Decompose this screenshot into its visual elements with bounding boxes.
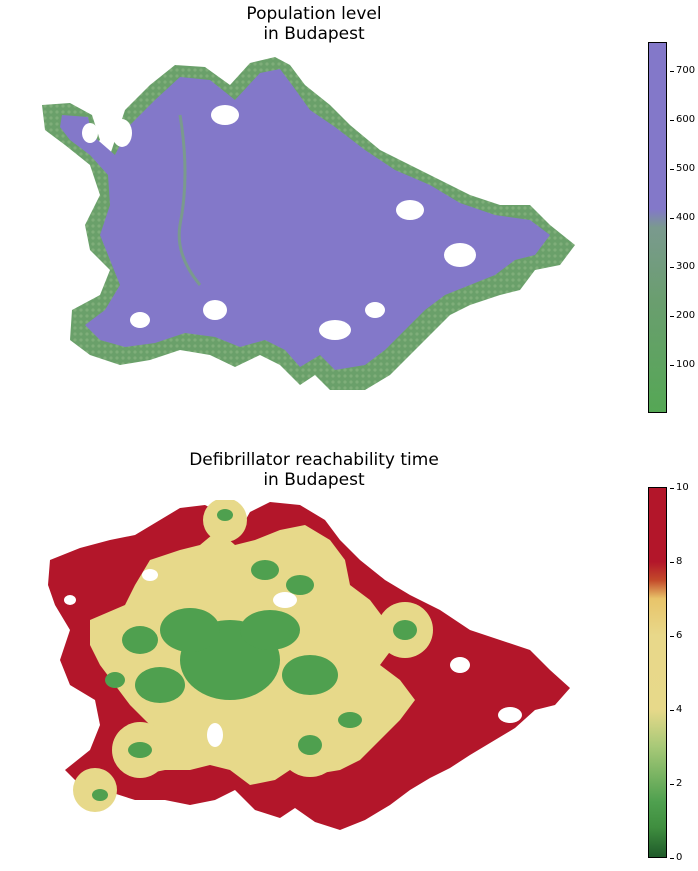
population-hex-map [42,57,575,390]
reachability-map-title: Defibrillator reachability time in Budap… [0,450,628,490]
reachability-hex-map [48,500,570,830]
title-line-2: in Budapest [263,470,365,490]
reachability-fast-areas [92,509,417,801]
reachability-tick-10: 10 [670,482,689,493]
population-tick-100: 100 [669,359,696,370]
title-line-2: in Budapest [263,24,365,44]
reachability-tick-2: 2 [669,778,683,789]
reachability-medium-blob [73,768,117,812]
map-gap [396,200,424,220]
population-tick-300: 300 [669,261,696,272]
population-tick-400: 400 [669,212,696,223]
population-tick-200: 200 [669,310,696,321]
map-gap [203,300,227,320]
reachability-tick-4: 4 [669,704,683,715]
population-map-panel: Population level in Budapest 100 200 300 [0,0,698,430]
population-tick-500: 500 [669,163,696,174]
reachability-tick-0: 0 [669,852,683,863]
danube-river [177,114,202,286]
population-tick-700: 700 [669,65,696,76]
reachability-tick-8: 8 [669,556,683,567]
title-line-1: Population level [246,4,382,24]
title-line-1: Defibrillator reachability time [189,450,439,470]
map-gap [82,123,98,143]
map-gap [112,119,132,147]
map-gap [536,276,564,294]
population-tick-600: 600 [669,114,696,125]
map-gap [319,320,351,340]
reachability-map-panel: Defibrillator reachability time in Budap… [0,440,698,871]
population-colorbar [648,42,667,413]
map-gap [444,243,476,267]
map-gap [130,312,150,328]
population-map-title: Population level in Budapest [0,4,628,44]
map-gap [211,105,239,125]
reachability-gaps [64,569,522,747]
reachability-colorbar [648,487,667,858]
reachability-tick-6: 6 [669,630,683,641]
map-gap [365,302,385,318]
